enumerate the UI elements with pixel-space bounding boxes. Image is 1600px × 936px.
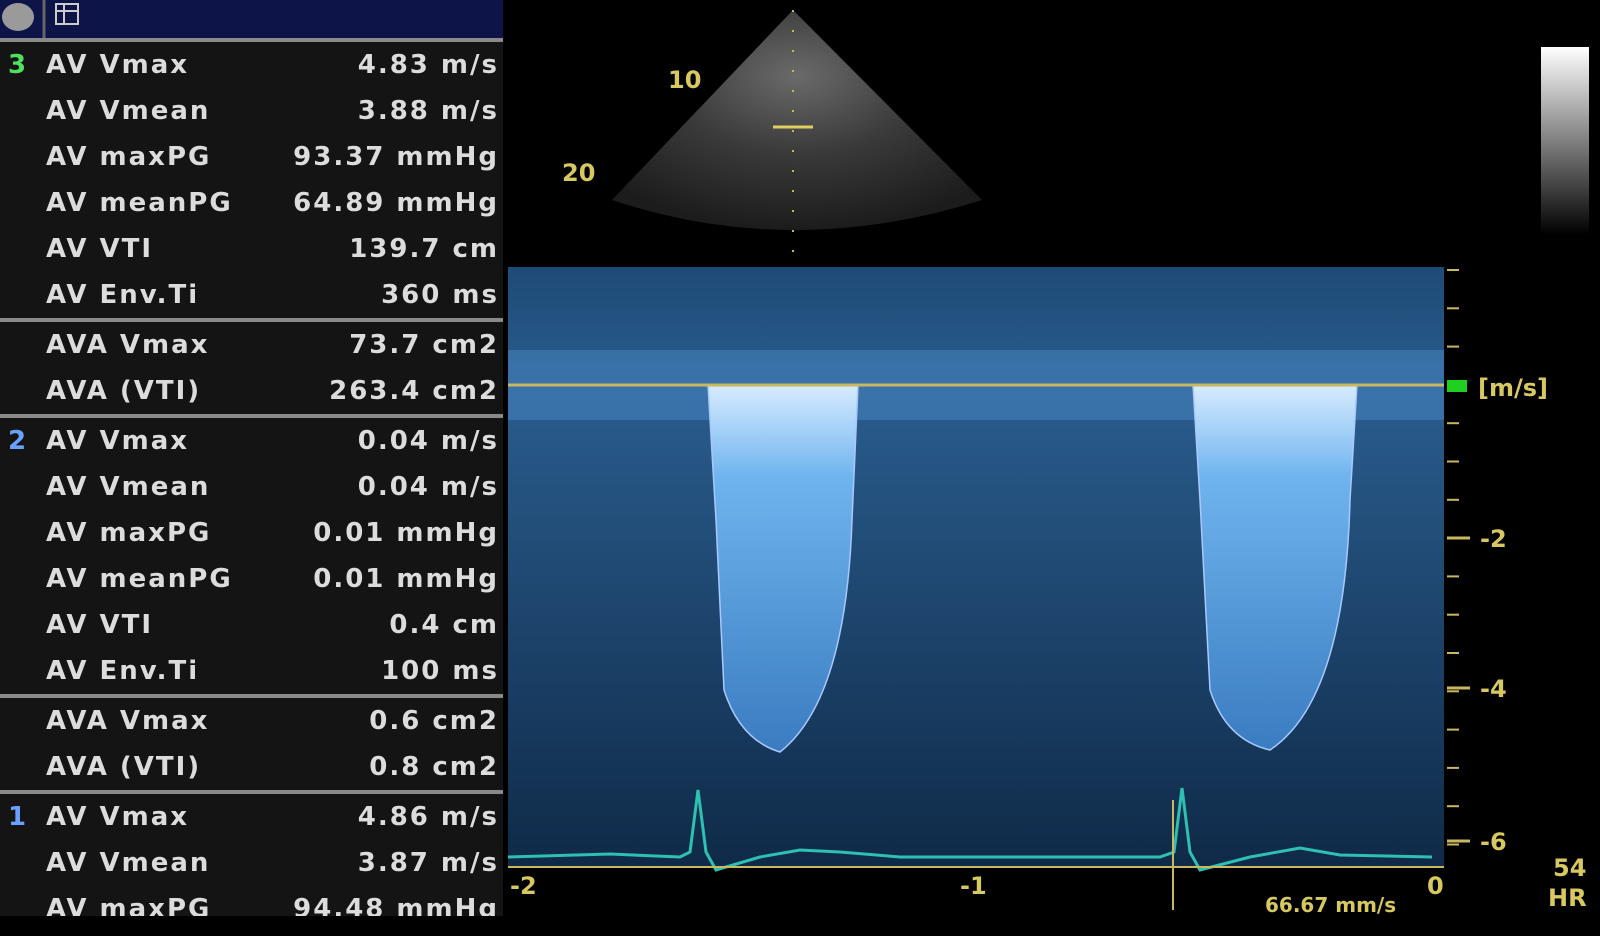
measurement-label: AV VTI: [46, 234, 154, 264]
measurement-row: 2 AV Vmax 0.04 m/s: [0, 418, 503, 464]
toolbar: [0, 0, 503, 42]
measurement-value: 3.87 m/s: [357, 848, 499, 878]
measurement-row: AV Vmean 3.88 m/s: [0, 88, 503, 134]
measurement-row: AVA Vmax 0.6 cm2: [0, 698, 503, 744]
time-label: -2: [510, 872, 537, 900]
measurement-label: AV meanPG: [46, 188, 233, 218]
measurement-label: AVA Vmax: [46, 706, 210, 736]
measurement-row: AV VTI 139.7 cm: [0, 226, 503, 272]
measurement-groups: 3 AV Vmax 4.83 m/s AV Vmean 3.88 m/s AV maxPG…: [0, 42, 503, 916]
report-icon[interactable]: [55, 3, 79, 25]
measurement-value: 4.86 m/s: [357, 802, 499, 832]
measurement-label: AV Env.Ti: [46, 656, 200, 686]
ecg-trace: [507, 787, 1433, 872]
measurement-value: 3.88 m/s: [357, 96, 499, 126]
time-label: 0: [1427, 872, 1444, 900]
measurement-row: AV Env.Ti 360 ms: [0, 272, 503, 318]
measurement-group: 2 AV Vmax 0.04 m/s AV Vmean 0.04 m/s AV maxPG…: [0, 418, 503, 698]
measurement-value: 93.37 mmHg: [293, 142, 499, 172]
measurement-value: 73.7 cm2: [349, 330, 499, 360]
velocity-ticks: [1447, 269, 1470, 846]
heart-rate: 54: [1553, 854, 1586, 882]
measurement-value: 0.01 mmHg: [313, 564, 499, 594]
measurement-label: AV meanPG: [46, 564, 233, 594]
group-index: 2: [8, 426, 29, 456]
measurement-label: AV Vmean: [46, 96, 211, 126]
sweep-speed: 66.67 mm/s: [1265, 893, 1396, 917]
record-button[interactable]: [2, 3, 34, 31]
measurement-row: AVA Vmax 73.7 cm2: [0, 322, 503, 368]
measurement-row: AV Vmean 0.04 m/s: [0, 464, 503, 510]
depth-label: 20: [562, 159, 595, 187]
b-mode-sector: [612, 10, 982, 230]
measurement-value: 360 ms: [381, 280, 499, 310]
measurement-label: AV Vmax: [46, 802, 190, 832]
measurement-label: AV Env.Ti: [46, 280, 200, 310]
measurement-group: 3 AV Vmax 4.83 m/s AV Vmean 3.88 m/s AV maxPG…: [0, 42, 503, 322]
measurement-value: 94.48 mmHg: [293, 894, 499, 916]
measurement-value: 263.4 cm2: [329, 376, 499, 406]
measurement-row: AV maxPG 94.48 mmHg: [0, 886, 503, 916]
heart-rate-label: HR: [1548, 884, 1587, 912]
measurement-value: 0.4 cm: [389, 610, 499, 640]
depth-label: 10: [668, 66, 701, 94]
toolbar-icons: [2, 0, 79, 38]
measurement-label: AV Vmax: [46, 50, 190, 80]
velocity-envelope: [707, 384, 859, 753]
measurement-value: 64.89 mmHg: [293, 188, 499, 218]
measurement-panel: 3 AV Vmax 4.83 m/s AV Vmean 3.88 m/s AV maxPG…: [0, 0, 503, 916]
measurement-row: 1 AV Vmax 4.86 m/s: [0, 794, 503, 840]
measurement-row: AV meanPG 0.01 mmHg: [0, 556, 503, 602]
gray-scale-bar: [1541, 47, 1589, 235]
measurement-label: AV maxPG: [46, 518, 212, 548]
measurement-value: 139.7 cm: [349, 234, 499, 264]
group-index: 3: [8, 50, 29, 80]
velocity-unit: [m/s]: [1478, 374, 1548, 402]
measurement-label: AV Vmean: [46, 848, 211, 878]
measurement-value: 0.8 cm2: [369, 752, 499, 782]
measurement-group: AVA Vmax 73.7 cm2 AVA (VTI) 263.4 cm2: [0, 322, 503, 418]
measurement-label: AV VTI: [46, 610, 154, 640]
measurement-value: 4.83 m/s: [357, 50, 499, 80]
measurement-value: 0.04 m/s: [357, 426, 499, 456]
velocity-label: -2: [1480, 525, 1507, 553]
measurement-row: AV maxPG 0.01 mmHg: [0, 510, 503, 556]
measurement-value: 0.01 mmHg: [313, 518, 499, 548]
measurement-label: AVA Vmax: [46, 330, 210, 360]
measurement-row: 3 AV Vmax 4.83 m/s: [0, 42, 503, 88]
measurement-label: AV maxPG: [46, 894, 212, 916]
measurement-group: AVA Vmax 0.6 cm2 AVA (VTI) 0.8 cm2: [0, 698, 503, 794]
measurement-row: AV VTI 0.4 cm: [0, 602, 503, 648]
measurement-label: AV Vmax: [46, 426, 190, 456]
measurement-row: AV Env.Ti 100 ms: [0, 648, 503, 694]
measurement-label: AVA (VTI): [46, 752, 202, 782]
measurement-value: 0.6 cm2: [369, 706, 499, 736]
measurement-label: AVA (VTI): [46, 376, 202, 406]
measurement-value: 100 ms: [381, 656, 499, 686]
velocity-label: -4: [1480, 675, 1507, 703]
baseline-marker: [1447, 380, 1467, 392]
measurement-row: AV meanPG 64.89 mmHg: [0, 180, 503, 226]
velocity-label: -6: [1480, 828, 1507, 856]
time-label: -1: [960, 872, 987, 900]
measurement-value: 0.04 m/s: [357, 472, 499, 502]
measurement-row: AV maxPG 93.37 mmHg: [0, 134, 503, 180]
measurement-group: 1 AV Vmax 4.86 m/s AV Vmean 3.87 m/s AV maxPG…: [0, 794, 503, 916]
measurement-label: AV Vmean: [46, 472, 211, 502]
measurement-label: AV maxPG: [46, 142, 212, 172]
measurement-row: AV Vmean 3.87 m/s: [0, 840, 503, 886]
measurement-row: AVA (VTI) 263.4 cm2: [0, 368, 503, 414]
velocity-envelope: [1192, 384, 1358, 751]
group-index: 1: [8, 802, 29, 832]
measurement-row: AVA (VTI) 0.8 cm2: [0, 744, 503, 790]
